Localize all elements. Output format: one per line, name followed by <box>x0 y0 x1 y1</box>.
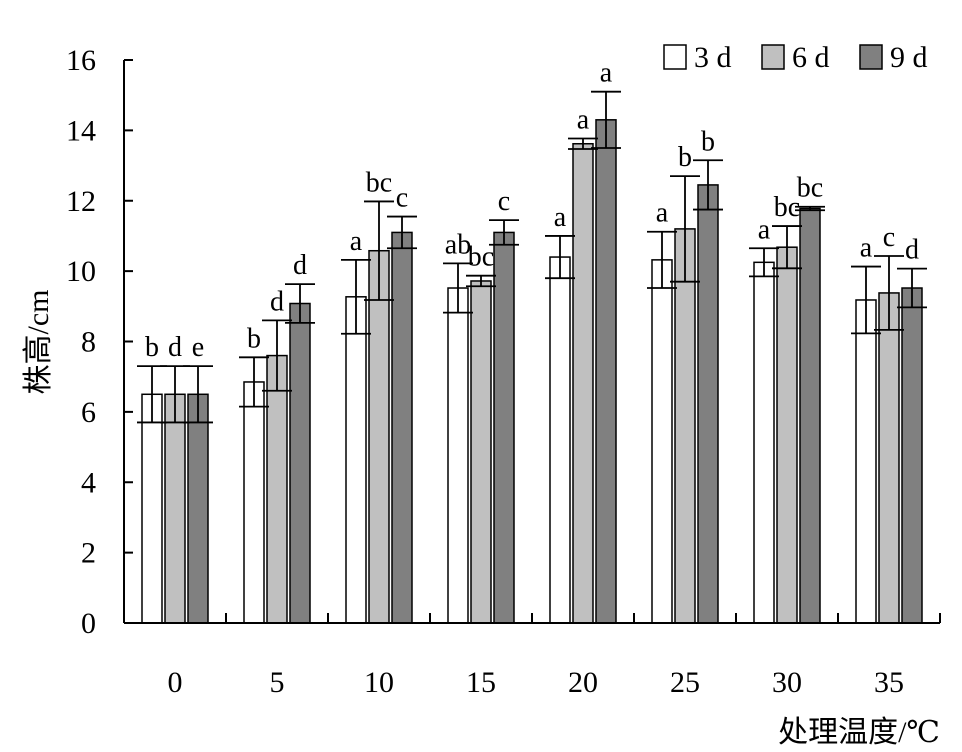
bar <box>345 296 367 624</box>
legend-swatch <box>761 44 785 70</box>
x-tick-label: 10 <box>364 666 394 699</box>
bar <box>595 119 617 624</box>
bar <box>855 299 877 624</box>
bar <box>391 231 413 624</box>
legend-label: 6 d <box>792 41 830 74</box>
significance-label: a <box>860 233 873 264</box>
significance-label: b <box>701 126 715 157</box>
significance-label: c <box>498 186 510 217</box>
significance-label: d <box>905 235 919 266</box>
bar <box>674 228 696 624</box>
bar <box>493 231 515 624</box>
significance-label: c <box>883 222 895 253</box>
bar <box>266 354 288 624</box>
y-tick-label: 6 <box>81 396 96 429</box>
legend-label: 3 d <box>694 41 732 74</box>
significance-label: a <box>600 58 613 89</box>
significance-label: b <box>145 332 159 363</box>
bar <box>549 256 571 624</box>
bar <box>164 393 186 624</box>
significance-label: bc <box>366 167 392 198</box>
y-tick-label: 4 <box>81 466 96 499</box>
x-tick-label: 30 <box>772 666 802 699</box>
bar <box>572 142 594 624</box>
legend-swatch <box>859 44 883 70</box>
y-axis-title: 株高/cm <box>22 290 55 395</box>
significance-label: a <box>656 198 669 229</box>
x-tick-label: 5 <box>270 666 285 699</box>
y-tick-label: 2 <box>81 537 96 570</box>
significance-label: d <box>168 332 182 363</box>
y-tick-label: 14 <box>66 114 96 147</box>
x-ticks-layer: 0 5 10 15 20 25 30 35 <box>123 613 941 699</box>
bar <box>368 249 390 624</box>
bar <box>697 184 719 624</box>
x-tick-label: 0 <box>168 666 183 699</box>
bars-layer <box>141 119 923 624</box>
significance-label: d <box>270 286 284 317</box>
x-tick-label: 25 <box>670 666 700 699</box>
significance-label: a <box>577 104 590 135</box>
bar <box>470 280 492 624</box>
significance-label: a <box>350 226 363 257</box>
y-tick-label: 12 <box>66 185 96 218</box>
bar <box>187 393 209 624</box>
significance-label: a <box>758 214 771 245</box>
legend-swatch <box>663 44 687 70</box>
y-tick-label: 16 <box>66 44 96 77</box>
significance-label: e <box>192 332 204 363</box>
legend-label: 9 d <box>890 41 928 74</box>
bar <box>878 292 900 624</box>
significance-label: a <box>554 202 567 233</box>
x-tick-label: 15 <box>466 666 496 699</box>
bar <box>776 246 798 624</box>
x-tick-label: 20 <box>568 666 598 699</box>
bar <box>243 381 265 624</box>
y-tick-label: 10 <box>66 255 96 288</box>
significance-label: ab <box>445 229 471 260</box>
bar <box>753 261 775 624</box>
bar <box>141 393 163 624</box>
y-ticks-layer: 0 2 4 6 8 10 12 14 16 <box>66 44 133 640</box>
bar <box>289 302 311 624</box>
significance-label: b <box>678 142 692 173</box>
significance-label: bc <box>774 192 800 223</box>
significance-label: bc <box>468 242 494 273</box>
y-tick-label: 8 <box>81 326 96 359</box>
y-tick-label: 0 <box>81 607 96 640</box>
bar <box>447 287 469 624</box>
legend: 3 d 6 d 9 d <box>663 41 928 74</box>
significance-label: bc <box>797 173 823 204</box>
x-axis-title: 处理温度/℃ <box>778 716 940 749</box>
bar <box>651 259 673 624</box>
x-tick-label: 35 <box>874 666 904 699</box>
error-bars-layer <box>137 90 927 424</box>
bar <box>901 287 923 624</box>
bar <box>799 207 821 624</box>
significance-label: d <box>293 250 307 281</box>
significance-label: c <box>396 183 408 214</box>
significance-label: b <box>247 323 261 354</box>
